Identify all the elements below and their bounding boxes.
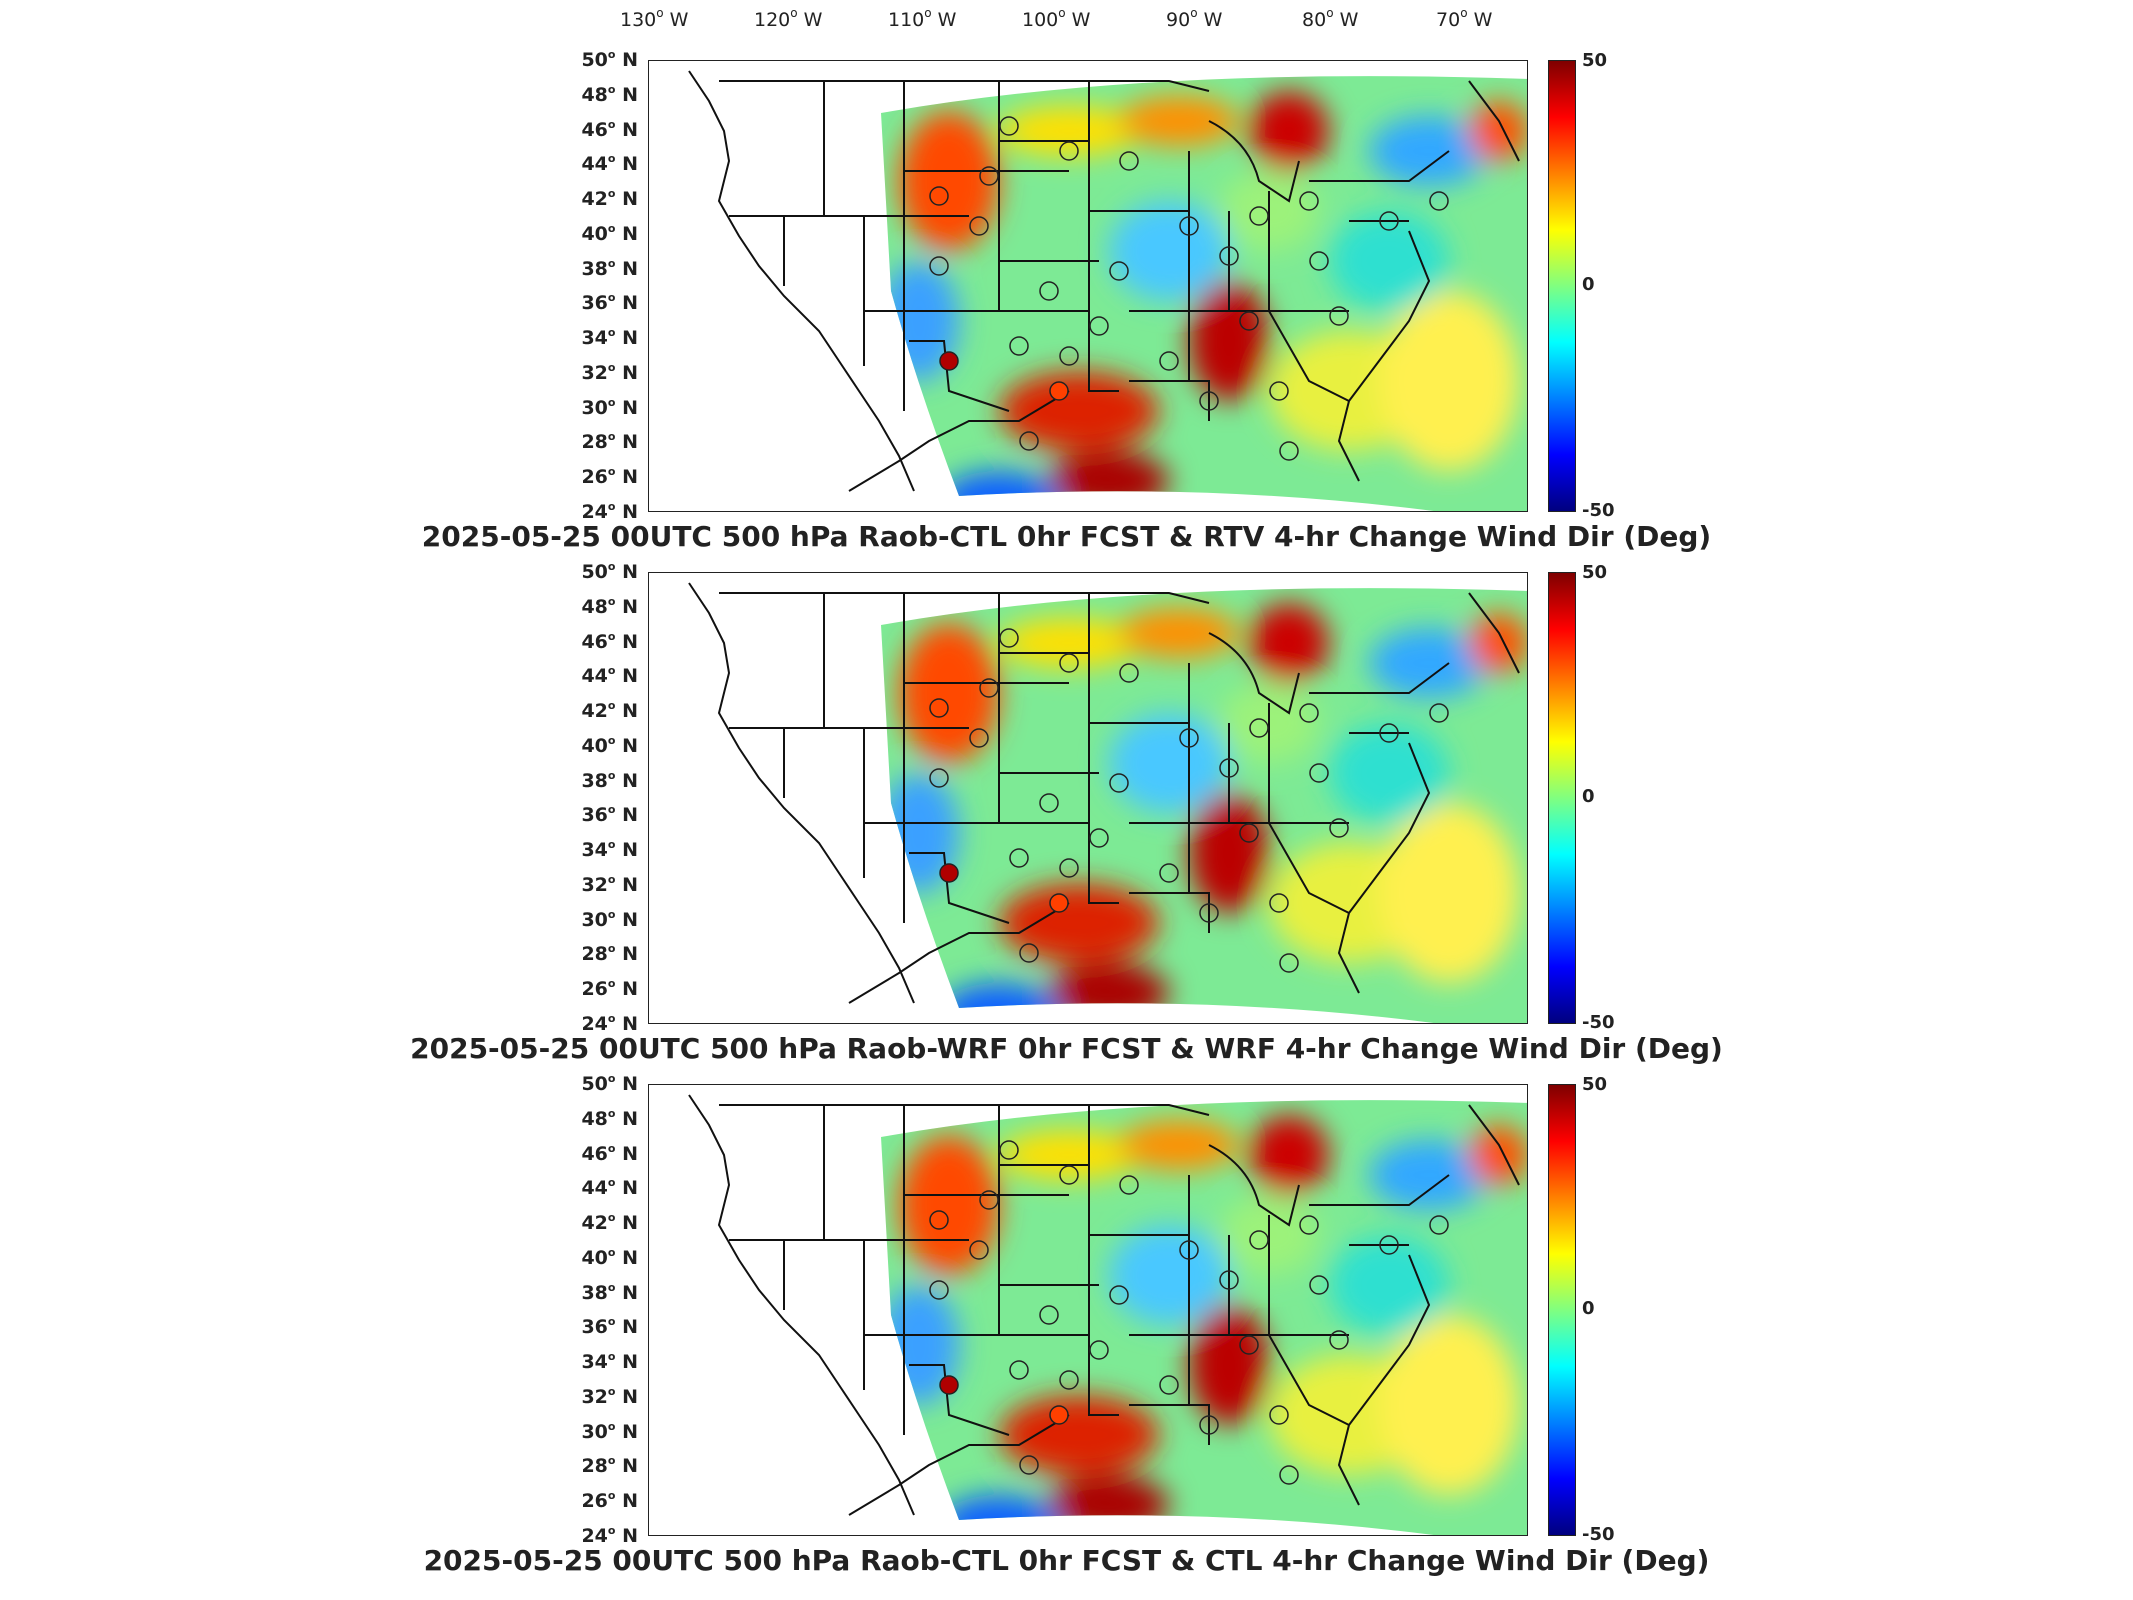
lat-label-32n: 32o N	[581, 1384, 638, 1408]
lat-label-30n: 30o N	[581, 395, 638, 419]
lat-label-24n: 24o N	[581, 1524, 638, 1547]
raob-stations	[929, 1140, 1449, 1485]
lat-label-40n: 40o N	[581, 733, 638, 757]
lat-label-36n: 36o N	[581, 803, 638, 827]
lon-label-120w: 120o W	[754, 6, 823, 31]
colorbar-mid-label: 0	[1582, 786, 1595, 807]
lat-label-44n: 44o N	[581, 1176, 638, 1200]
lat-label-26n: 26o N	[581, 1489, 638, 1513]
lat-label-48n: 48o N	[581, 1106, 638, 1130]
lat-label-40n: 40o N	[581, 1245, 638, 1269]
lat-label-30n: 30o N	[581, 907, 638, 931]
colorbar-2	[1548, 572, 1576, 1024]
lat-label-42n: 42o N	[581, 699, 638, 723]
colorbar-min-label: -50	[1582, 500, 1615, 521]
lat-label-30n: 30o N	[581, 1419, 638, 1443]
lat-label-34n: 34o N	[581, 1350, 638, 1374]
colorbar-min-label: -50	[1582, 1524, 1615, 1545]
lon-label-110w: 110o W	[888, 6, 957, 31]
raob-stations	[929, 116, 1449, 461]
lon-label-130w: 130o W	[620, 6, 689, 31]
state-boundaries	[688, 582, 1520, 1004]
lat-label-34n: 34o N	[581, 838, 638, 862]
colorbar-max-label: 50	[1582, 50, 1608, 71]
panel-1: 50o N 48o N 46o N 44o N 42o N 40o N 38o N 36o N…	[0, 20, 2133, 553]
map-canvas	[688, 1094, 1527, 1535]
panel-title-3: 2025-05-25 00UTC 500 hPa Raob-CTL 0hr FC…	[423, 1544, 1710, 1577]
colorbar-3	[1548, 1084, 1576, 1536]
lat-label-28n: 28o N	[581, 1454, 638, 1478]
map-canvas	[688, 582, 1527, 1023]
lat-label-50n: 50o N	[581, 560, 638, 583]
colorbar-max-label: 50	[1582, 1074, 1608, 1095]
lat-label-38n: 38o N	[581, 256, 638, 280]
lat-label-28n: 28o N	[581, 942, 638, 966]
lat-label-48n: 48o N	[581, 82, 638, 106]
map-canvas	[688, 70, 1527, 511]
lat-label-34n: 34o N	[581, 326, 638, 350]
state-boundaries	[688, 1094, 1520, 1516]
lat-label-26n: 26o N	[581, 465, 638, 489]
map-frame-2	[648, 572, 1528, 1024]
colorbar-max-label: 50	[1582, 562, 1608, 583]
panel-title-2: 2025-05-25 00UTC 500 hPa Raob-WRF 0hr FC…	[410, 1032, 1723, 1065]
lat-label-36n: 36o N	[581, 291, 638, 315]
map-frame-1	[648, 60, 1528, 512]
lat-label-38n: 38o N	[581, 768, 638, 792]
lat-label-42n: 42o N	[581, 187, 638, 211]
lat-label-48n: 48o N	[581, 594, 638, 618]
raob-stations	[929, 628, 1449, 973]
lat-label-32n: 32o N	[581, 872, 638, 896]
lat-label-42n: 42o N	[581, 1211, 638, 1235]
lat-label-50n: 50o N	[581, 48, 638, 71]
lat-label-26n: 26o N	[581, 977, 638, 1001]
panel-title-1: 2025-05-25 00UTC 500 hPa Raob-CTL 0hr FC…	[421, 520, 1712, 553]
lat-label-38n: 38o N	[581, 1280, 638, 1304]
colorbar-min-label: -50	[1582, 1012, 1615, 1033]
state-boundaries	[688, 70, 1520, 492]
lat-label-46n: 46o N	[581, 117, 638, 141]
lat-label-46n: 46o N	[581, 629, 638, 653]
panel-2: 50o N 48o N 46o N 44o N 42o N 40o N 38o N 36o N…	[0, 532, 2133, 1065]
colorbar-mid-label: 0	[1582, 274, 1595, 295]
lat-label-32n: 32o N	[581, 360, 638, 384]
lat-label-24n: 24o N	[581, 1012, 638, 1035]
lat-label-28n: 28o N	[581, 430, 638, 454]
lat-label-40n: 40o N	[581, 221, 638, 245]
lon-label-100w: 100o W	[1022, 6, 1091, 31]
colorbar-1	[1548, 60, 1576, 512]
colorbar-mid-label: 0	[1582, 1298, 1595, 1319]
lat-label-46n: 46o N	[581, 1141, 638, 1165]
lat-label-44n: 44o N	[581, 152, 638, 176]
lon-label-90w: 90o W	[1166, 6, 1223, 31]
lon-label-80w: 80o W	[1302, 6, 1359, 31]
panel-3: 50o N 48o N 46o N 44o N 42o N 40o N 38o N 36o N…	[0, 1044, 2133, 1577]
lat-label-50n: 50o N	[581, 1072, 638, 1095]
map-frame-3	[648, 1084, 1528, 1536]
lon-label-70w: 70o W	[1436, 6, 1493, 31]
lat-label-44n: 44o N	[581, 664, 638, 688]
longitude-axis: 130o W 120o W 110o W 100o W 90o W 80o W …	[0, 6, 2133, 34]
lat-label-24n: 24o N	[581, 500, 638, 523]
lat-label-36n: 36o N	[581, 1315, 638, 1339]
